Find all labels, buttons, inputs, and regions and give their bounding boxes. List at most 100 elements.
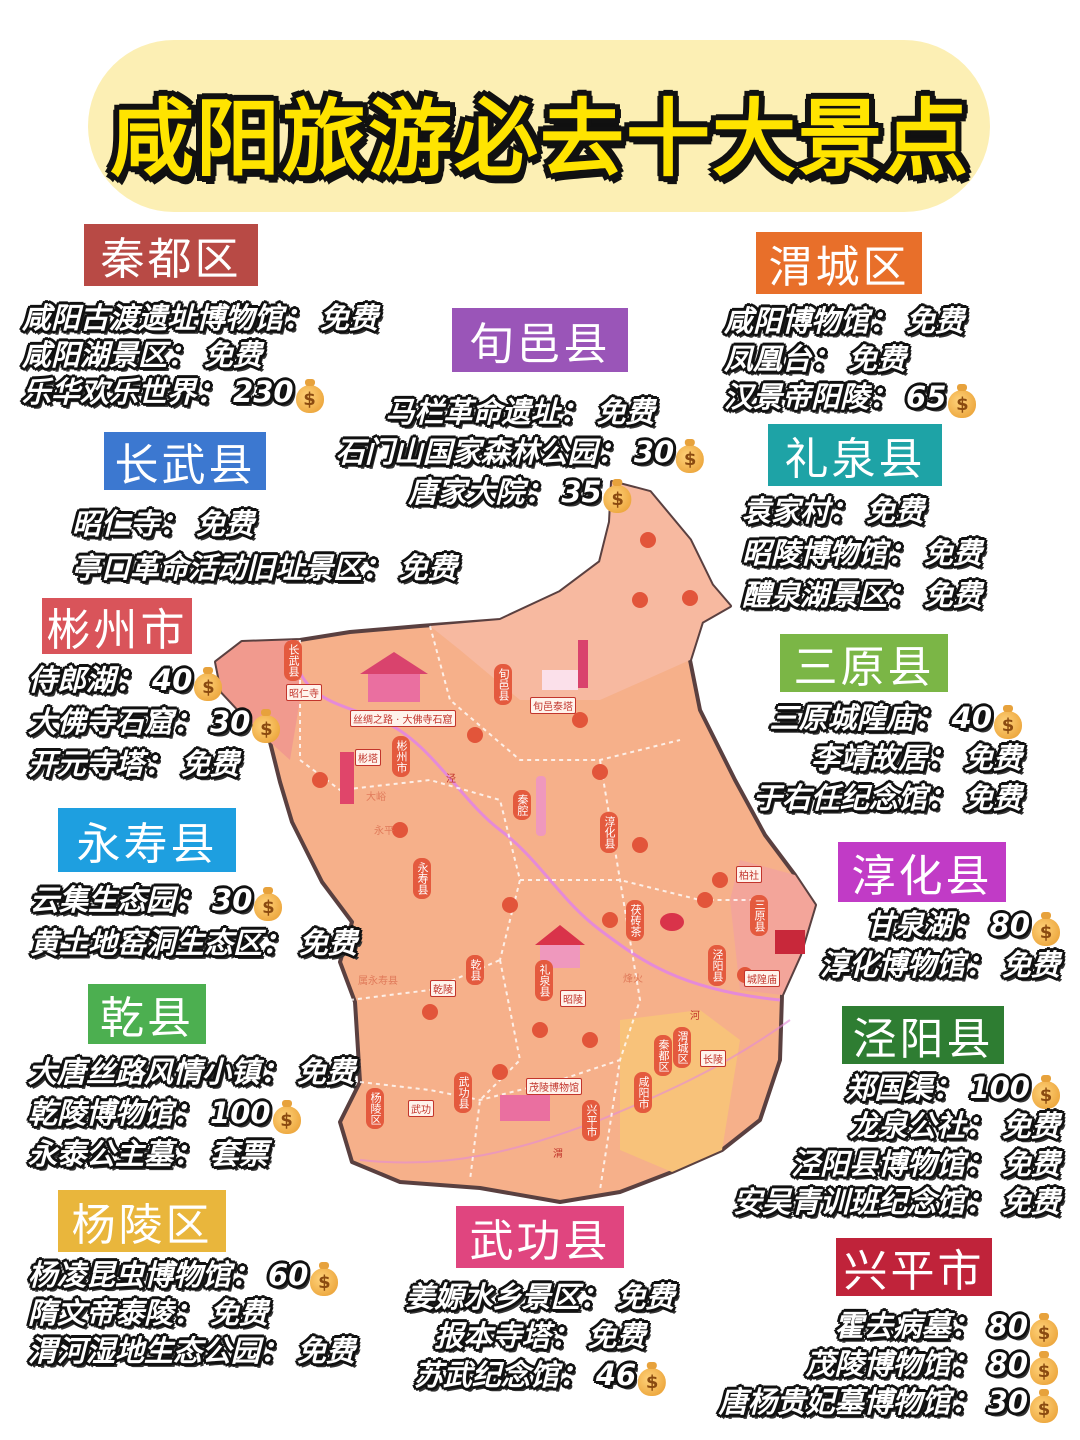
attraction-name: 亭口革命活动旧址景区： [72, 551, 392, 585]
attraction-price: 80 [987, 1309, 1028, 1343]
attraction-item: 侍郎湖： 40 $ [28, 662, 223, 701]
money-bag-icon: $ [254, 887, 283, 921]
attraction-price: 免费 [963, 781, 1022, 815]
attraction-price: 80 [989, 908, 1030, 942]
temple-icon [368, 672, 420, 702]
attraction-item: 昭陵博物馆： 免费 [742, 535, 982, 571]
attraction-name: 昭仁寺： [72, 507, 189, 541]
attraction-item: 李靖故居： 免费 [811, 740, 1022, 776]
tree-icon [467, 727, 483, 743]
attraction-name: 苏武纪念馆： [413, 1358, 588, 1392]
attraction-price: 免费 [297, 1334, 356, 1368]
attraction-price: 60 [268, 1258, 309, 1292]
money-bag-icon: $ [194, 667, 223, 701]
attraction-name: 报本寺塔： [434, 1319, 580, 1353]
attraction-item: 大佛寺石窟： 30 $ [28, 704, 281, 743]
page-title: 咸阳旅游必去十大景点 [109, 90, 970, 188]
district-header: 渭城区 [756, 232, 922, 294]
attraction-name: 咸阳湖景区： [22, 338, 197, 372]
tree-icon [592, 764, 608, 780]
district-header: 长武县 [104, 432, 266, 491]
city-gate-icon [775, 930, 805, 954]
temple-roof-icon [360, 652, 428, 674]
map-place-label: 旬邑县 [494, 664, 512, 705]
attraction-item: 云集生态园： 30 $ [30, 882, 283, 921]
attraction-item: 乐华欢乐世界： 230 $ [22, 374, 324, 413]
map-place-label: 武功县 [454, 1072, 472, 1113]
attraction-name: 咸阳博物馆： [724, 304, 899, 338]
title-banner [88, 40, 990, 212]
attraction-name: 石门山国家森林公园： [335, 435, 626, 469]
attraction-item: 咸阳博物馆： 免费 [724, 303, 964, 339]
attraction-item: 袁家村： 免费 [742, 493, 924, 529]
attraction-price: 免费 [1001, 1147, 1060, 1181]
map-place-label: 彬塔 [355, 749, 381, 766]
attraction-item: 渭河湿地生态公园： 免费 [28, 1333, 355, 1369]
attraction-item: 郑国渠： 100 $ [845, 1070, 1060, 1109]
attraction-name: 泾阳县博物馆： [790, 1147, 994, 1181]
attraction-item: 凤凰台： 免费 [724, 341, 906, 377]
attraction-name: 马栏革命遗址： [385, 395, 589, 429]
attraction-item: 大唐丝路风情小镇： 免费 [28, 1054, 355, 1090]
attraction-item: 亭口革命活动旧址景区： 免费 [72, 550, 457, 586]
tree-icon [492, 1064, 508, 1080]
attraction-name: 龙泉公社： [848, 1109, 994, 1143]
attraction-name: 三原城隍庙： [769, 701, 944, 735]
gate-icon [500, 1095, 550, 1121]
attraction-name: 咸阳古渡遗址博物馆： [22, 301, 313, 335]
attraction-item: 隋文帝泰陵： 免费 [28, 1295, 268, 1331]
map-place-label: 杨陵区 [366, 1088, 384, 1129]
district-header: 淳化县 [838, 842, 1006, 902]
map-place-label: 礼泉县 [535, 960, 553, 1001]
map-place-label: 大峪 [366, 792, 386, 803]
attraction-name: 黄土地窑洞生态区： [30, 926, 292, 960]
attraction-price: 100 [969, 1071, 1030, 1105]
attraction-price: 30 [212, 883, 253, 917]
tree-icon [502, 897, 518, 913]
attraction-name: 大唐丝路风情小镇： [28, 1055, 290, 1089]
attraction-name: 汉景帝阳陵： [724, 380, 899, 414]
attraction-price: 40 [152, 663, 193, 697]
attraction-name: 凤凰台： [724, 342, 841, 376]
attraction-name: 云集生态园： [30, 883, 205, 917]
palace-roof-icon [535, 925, 585, 945]
money-bag-icon: $ [638, 1362, 667, 1396]
attraction-price: 35 [561, 475, 602, 509]
map-place-label: 属永寿县 [358, 976, 398, 987]
district-header: 秦都区 [84, 224, 258, 286]
attraction-price: 套票 [210, 1137, 269, 1171]
map-place-label: 旬邑泰塔 [530, 697, 576, 714]
attraction-price: 免费 [210, 1296, 269, 1330]
attraction-price: 免费 [906, 304, 965, 338]
attraction-price: 免费 [196, 507, 255, 541]
attraction-item: 淳化博物馆： 免费 [820, 947, 1060, 983]
attraction-item: 乾陵博物馆： 100 $ [28, 1095, 301, 1134]
statue-icon [536, 776, 546, 836]
attraction-price: 免费 [587, 1319, 646, 1353]
attraction-price: 230 [233, 375, 294, 409]
district-header: 旬邑县 [452, 308, 628, 372]
attraction-item: 茂陵博物馆： 80 $ [806, 1346, 1058, 1385]
attraction-price: 100 [210, 1096, 271, 1130]
money-bag-icon: $ [1030, 1389, 1058, 1423]
tree-icon [582, 1032, 598, 1048]
attraction-name: 侍郎湖： [28, 663, 145, 697]
district-header: 泾阳县 [842, 1006, 1004, 1065]
money-bag-icon: $ [948, 384, 977, 418]
attraction-name: 渭河湿地生态公园： [28, 1334, 290, 1368]
attraction-name: 李靖故居： [810, 741, 956, 775]
attraction-item: 甘泉湖： 80 $ [866, 907, 1060, 946]
map-place-label: 兴平市 [582, 1100, 600, 1141]
attraction-item: 报本寺塔： 免费 [434, 1318, 645, 1354]
attraction-name: 杨凌昆虫博物馆： [28, 1258, 261, 1292]
building-icon [542, 670, 578, 690]
map-place-label: 泾阳县 [708, 945, 726, 986]
map-place-label: 丝绸之路 · 大佛寺石窟 [350, 710, 456, 727]
tree-icon [697, 892, 713, 908]
attraction-name: 茂陵博物馆： [805, 1347, 980, 1381]
attraction-name: 醴泉湖景区： [742, 578, 917, 612]
attraction-price: 80 [987, 1347, 1028, 1381]
tree-icon [312, 772, 328, 788]
attraction-price: 免费 [1001, 948, 1060, 982]
district-header: 彬州市 [42, 598, 192, 656]
